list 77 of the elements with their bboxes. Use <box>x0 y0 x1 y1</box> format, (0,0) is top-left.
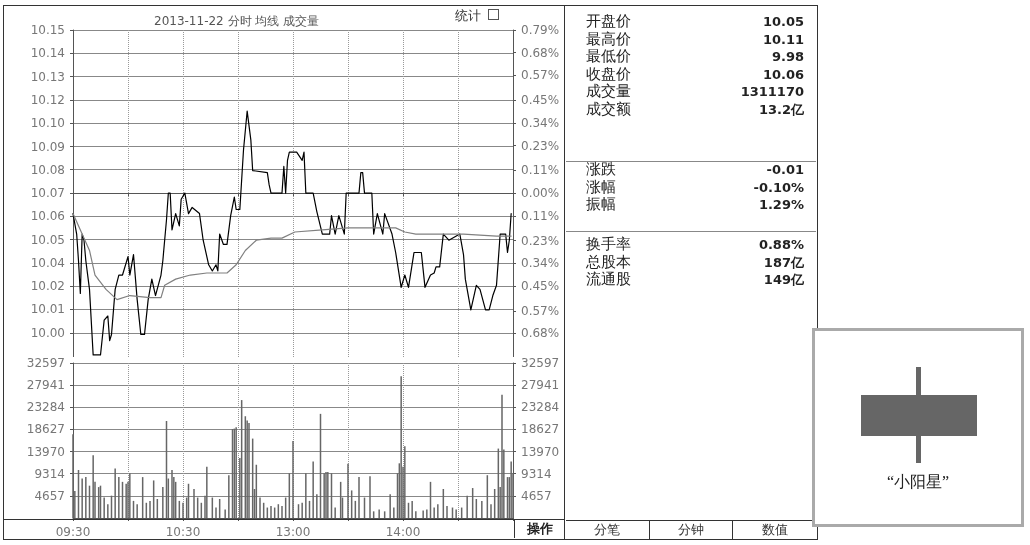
text: 0.88% <box>758 237 804 252</box>
y2-tick-label: 0.34% <box>521 115 560 130</box>
text: “小阳星” <box>885 472 951 492</box>
text: 149亿 <box>763 272 804 287</box>
y2-tick-label: 18627 <box>521 422 560 437</box>
y2-tick-label: 0.68% <box>521 45 560 60</box>
text: -0.01 <box>766 162 804 177</box>
y-tick-label: 10.13 <box>30 69 65 84</box>
y-tick-label: 9314 <box>34 466 65 481</box>
x-tick-label: 13:00 <box>275 525 311 539</box>
y-tick-label: 10.07 <box>30 186 65 201</box>
text: 分笔 <box>593 521 622 539</box>
y2-tick-label: 0.45% <box>521 278 560 293</box>
text: 10.05 <box>762 14 804 29</box>
y2-tick-label: 0.57% <box>521 303 560 318</box>
category-label: 最高价 <box>586 29 631 48</box>
y2-tick-label: 0.34% <box>521 256 560 271</box>
text: 数值 <box>732 521 817 539</box>
y2-tick-label: 13970 <box>521 444 560 459</box>
y2-tick-label: 23284 <box>521 400 560 415</box>
category-label: 成交量 <box>586 82 631 101</box>
y2-tick-label: 32597 <box>521 356 560 370</box>
y-tick-label: 13970 <box>26 444 65 459</box>
y-tick-label: 10.10 <box>30 116 65 131</box>
y-tick-label: 10.01 <box>30 302 65 317</box>
y2-tick-label: 0.45% <box>521 93 560 108</box>
x-tick-label: 09:30 <box>55 525 91 539</box>
text: 操作 <box>514 520 565 538</box>
category-label: 振幅 <box>586 195 616 214</box>
y-tick-label: 10.06 <box>30 209 65 224</box>
category-label: 开盘价 <box>586 12 631 31</box>
y2-tick-label: 4657 <box>521 488 552 503</box>
y-tick-label: 10.04 <box>30 255 65 270</box>
y2-tick-label: 0.11% <box>521 163 560 178</box>
category-label: 涨幅 <box>586 177 616 196</box>
y-tick-label: 18627 <box>26 422 65 437</box>
text: 10.06 <box>762 66 804 82</box>
text: 1.29% <box>758 197 804 212</box>
y2-tick-label: 9314 <box>521 466 552 481</box>
y2-tick-label: 0.79% <box>521 23 560 37</box>
chart-title: 2013-11-22 分时 均线 成交量 <box>154 14 320 28</box>
text: 9.98 <box>771 49 804 64</box>
category-label: 涨跌 <box>586 160 616 179</box>
y-tick-label: 32597 <box>26 356 65 370</box>
text: 统计 <box>455 7 481 25</box>
y-tick-label: 23284 <box>26 400 65 415</box>
x-tick-label: 14:00 <box>385 525 421 539</box>
text: 分钟 <box>648 521 733 539</box>
y-tick-label: 10.08 <box>30 162 65 177</box>
category-label: 最低价 <box>586 47 631 66</box>
y2-tick-label: 0.00% <box>521 186 560 201</box>
text: 1311170 <box>740 84 804 99</box>
category-label: 总股本 <box>586 252 631 271</box>
y-tick-label: 10.09 <box>30 139 65 154</box>
category-label: 收盘价 <box>586 64 631 83</box>
text: 10.11 <box>762 31 804 47</box>
y-tick-label: 27941 <box>26 378 65 393</box>
y-tick-label: 10.05 <box>30 232 65 247</box>
y2-tick-label: 0.23% <box>521 138 560 153</box>
y-tick-label: 10.12 <box>30 92 65 107</box>
text: 13.2亿 <box>758 101 804 117</box>
category-label: 流通股 <box>586 270 631 289</box>
y2-tick-label: 0.23% <box>521 233 560 248</box>
y-tick-label: 10.15 <box>30 23 65 37</box>
category-label: 换手率 <box>586 235 631 254</box>
y-tick-label: 10.00 <box>30 325 65 340</box>
y-tick-label: 10.02 <box>30 279 65 294</box>
text: -0.10% <box>753 179 804 195</box>
y2-tick-label: 27941 <box>521 378 560 393</box>
text: 187亿 <box>763 254 804 270</box>
y2-tick-label: 0.68% <box>521 326 560 341</box>
x-tick-label: 10:30 <box>165 525 201 539</box>
y-tick-label: 4657 <box>34 488 65 503</box>
y2-tick-label: 0.11% <box>521 208 560 223</box>
category-label: 成交额 <box>586 99 631 118</box>
y2-tick-label: 0.57% <box>521 68 560 83</box>
y-tick-label: 10.14 <box>30 46 65 61</box>
